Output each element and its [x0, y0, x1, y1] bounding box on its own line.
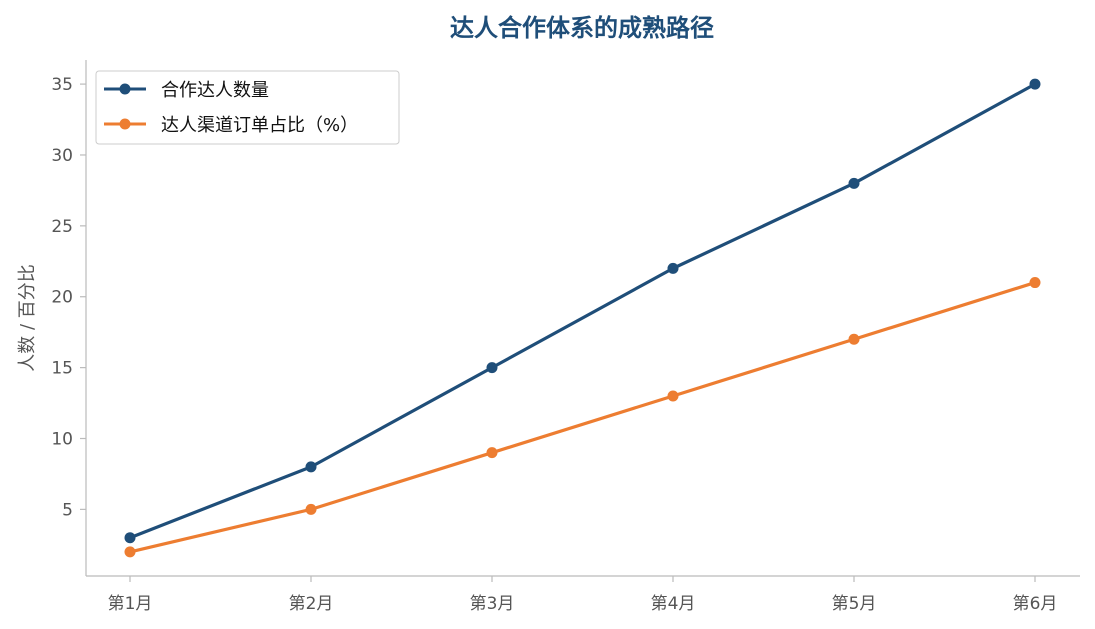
y-tick-label: 10 [51, 429, 73, 449]
y-tick-label: 25 [51, 217, 73, 237]
y-tick-label: 20 [51, 288, 73, 308]
series-line-1 [128, 280, 1037, 554]
legend-frame [95, 70, 400, 145]
series-group [124, 78, 1041, 558]
x-tick-label: 第3月 [470, 594, 515, 614]
legend: 合作达人数量 达人渠道订单占比（%） [95, 70, 400, 145]
data-point [1029, 277, 1041, 289]
y-tick-label: 30 [51, 146, 73, 166]
y-tick-label: 15 [51, 359, 73, 379]
data-point [486, 447, 498, 459]
x-tick-label: 第2月 [289, 594, 334, 614]
data-point [124, 532, 136, 544]
data-point [848, 177, 860, 189]
y-axis-label: 人数 / 百分比 [17, 264, 38, 372]
data-point [848, 333, 860, 345]
data-point [305, 461, 317, 473]
data-point [124, 546, 136, 558]
x-tick-label: 第6月 [1013, 594, 1058, 614]
legend-label-0: 合作达人数量 [161, 80, 269, 101]
legend-marker-1 [119, 118, 131, 130]
data-point [305, 503, 317, 515]
x-tick-label: 第4月 [651, 594, 696, 614]
y-ticks: 5 10 15 20 25 30 35 [51, 75, 86, 520]
data-point [1029, 78, 1041, 90]
data-point [667, 390, 679, 402]
x-tick-label: 第1月 [108, 594, 153, 614]
chart-title: 达人合作体系的成熟路径 [450, 14, 714, 42]
data-point [486, 362, 498, 374]
series-line-0 [128, 82, 1037, 540]
y-tick-label: 35 [51, 75, 73, 95]
legend-label-1: 达人渠道订单占比（%） [161, 115, 358, 136]
legend-marker-0 [119, 83, 131, 95]
x-ticks: 第1月 第2月 第3月 第4月 第5月 第6月 [108, 576, 1058, 614]
x-tick-label: 第5月 [832, 594, 877, 614]
y-tick-label: 5 [62, 500, 73, 520]
data-point [667, 262, 679, 274]
